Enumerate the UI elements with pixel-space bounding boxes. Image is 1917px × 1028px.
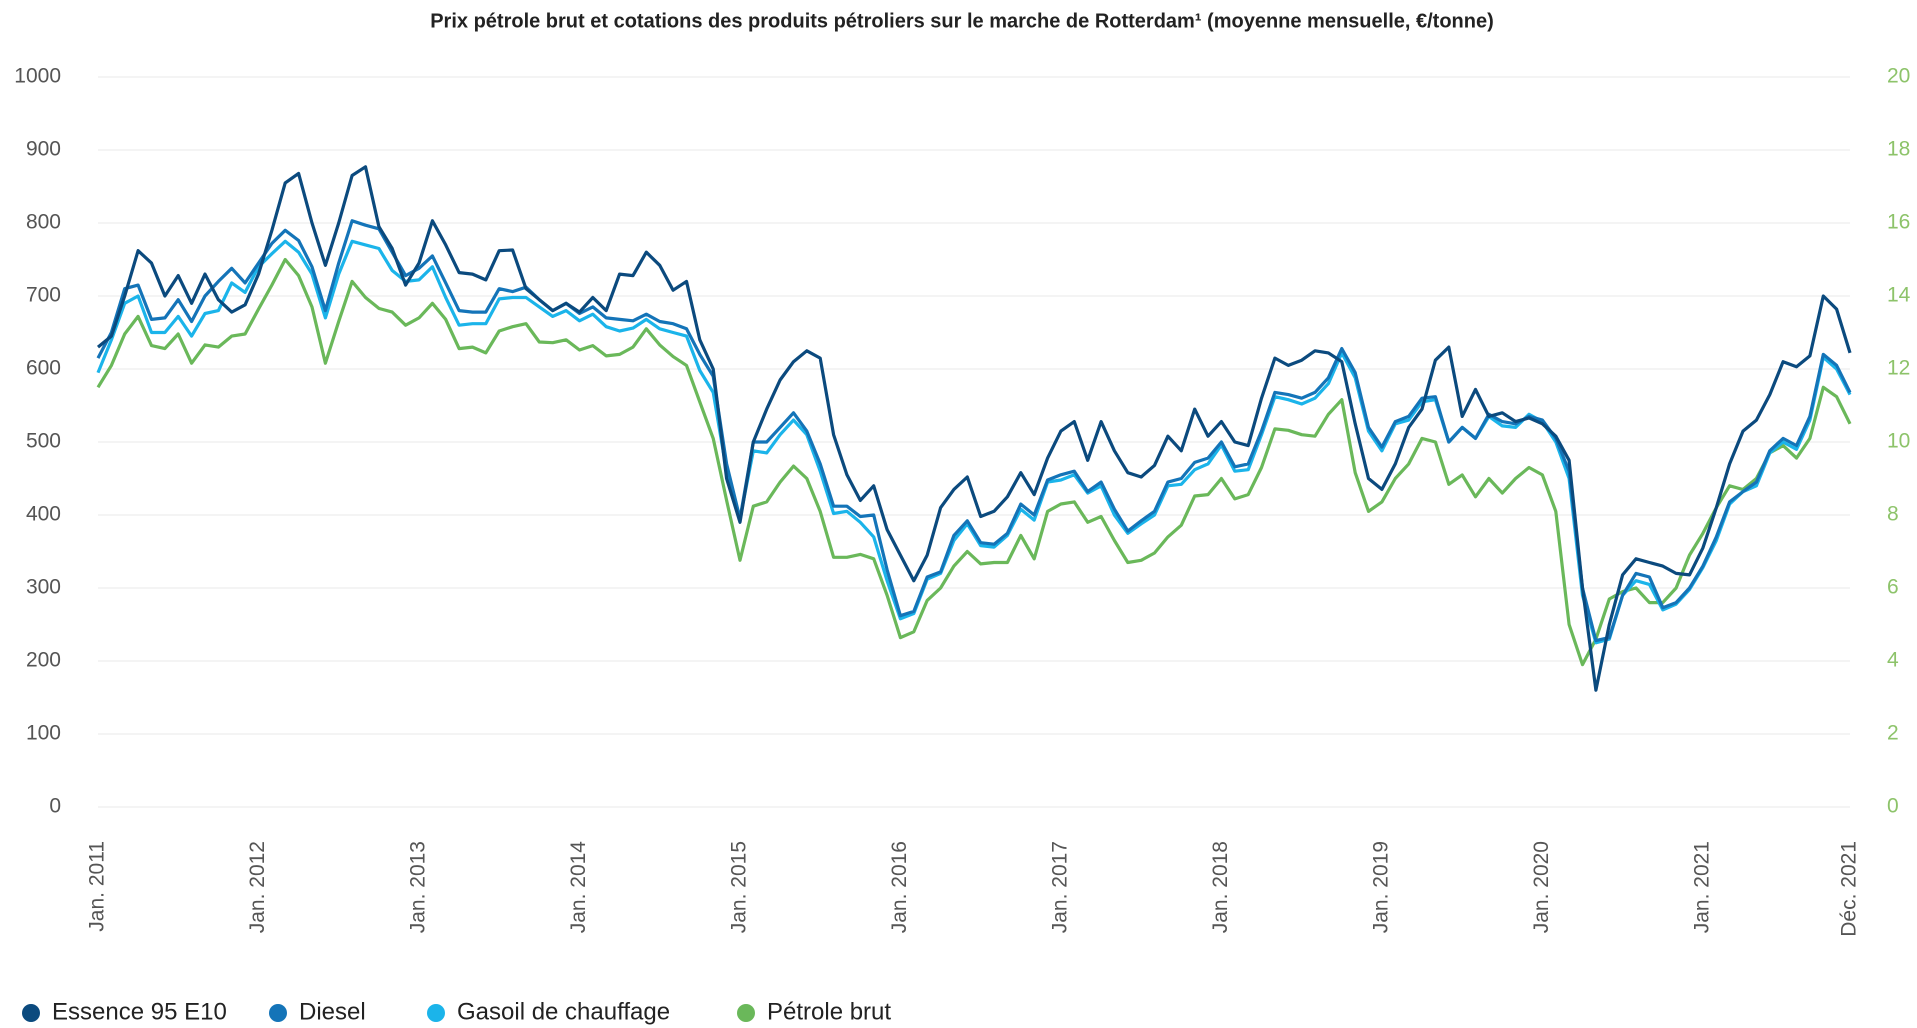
y2-tick-label: 10 (1887, 430, 1910, 453)
y-tick-label: 200 (26, 649, 61, 672)
y-tick-label: 300 (26, 576, 61, 599)
y2-tick-label: 6 (1887, 576, 1899, 599)
y2-tick-label: 8 (1887, 503, 1899, 526)
legend-marker (22, 1004, 40, 1022)
x-tick-label: Jan. 2018 (1209, 841, 1232, 933)
legend-marker (427, 1004, 445, 1022)
x-tick-label: Jan. 2019 (1369, 841, 1392, 933)
legend-marker (269, 1004, 287, 1022)
series-line (96, 257, 1852, 667)
y-tick-label: 1000 (14, 65, 61, 88)
x-tick-label: Jan. 2017 (1048, 841, 1071, 933)
x-tick-label: Jan. 2021 (1690, 841, 1713, 933)
y-tick-label: 500 (26, 430, 61, 453)
y-tick-label: 0 (49, 795, 61, 818)
y2-tick-label: 4 (1887, 649, 1899, 672)
legend-label: Gasoil de chauffage (457, 998, 670, 1025)
y-tick-label: 700 (26, 284, 61, 307)
x-tick-label: Jan. 2014 (567, 841, 590, 934)
y2-tick-label: 14 (1887, 284, 1911, 307)
y2-tick-label: 20 (1887, 65, 1910, 88)
x-tick-label: Jan. 2020 (1530, 841, 1553, 933)
x-tick-label: Jan. 2015 (728, 841, 751, 933)
x-tick-label: Jan. 2016 (888, 841, 911, 933)
legend-label: Pétrole brut (767, 998, 891, 1025)
series-line (96, 165, 1852, 692)
y-tick-label: 100 (26, 722, 61, 745)
y-tick-label: 400 (26, 503, 61, 526)
y-tick-label: 800 (26, 211, 61, 234)
y2-tick-label: 18 (1887, 138, 1910, 161)
y-tick-label: 600 (26, 357, 61, 380)
x-tick-label: Jan. 2011 (86, 841, 109, 932)
chart-title: Prix pétrole brut et cotations des produ… (430, 10, 1494, 32)
y2-tick-label: 2 (1887, 722, 1899, 745)
x-tick-label: Jan. 2012 (246, 841, 269, 933)
series-line (96, 219, 1852, 643)
legend-label: Diesel (299, 998, 366, 1025)
y2-tick-label: 12 (1887, 357, 1910, 380)
y-tick-label: 900 (26, 138, 61, 161)
x-tick-label: Jan. 2013 (407, 841, 430, 933)
legend-marker (737, 1004, 755, 1022)
y2-tick-label: 16 (1887, 211, 1910, 234)
x-tick-label: Déc. 2021 (1838, 841, 1861, 937)
y2-tick-label: 0 (1887, 795, 1899, 818)
legend-label: Essence 95 E10 (52, 998, 227, 1025)
